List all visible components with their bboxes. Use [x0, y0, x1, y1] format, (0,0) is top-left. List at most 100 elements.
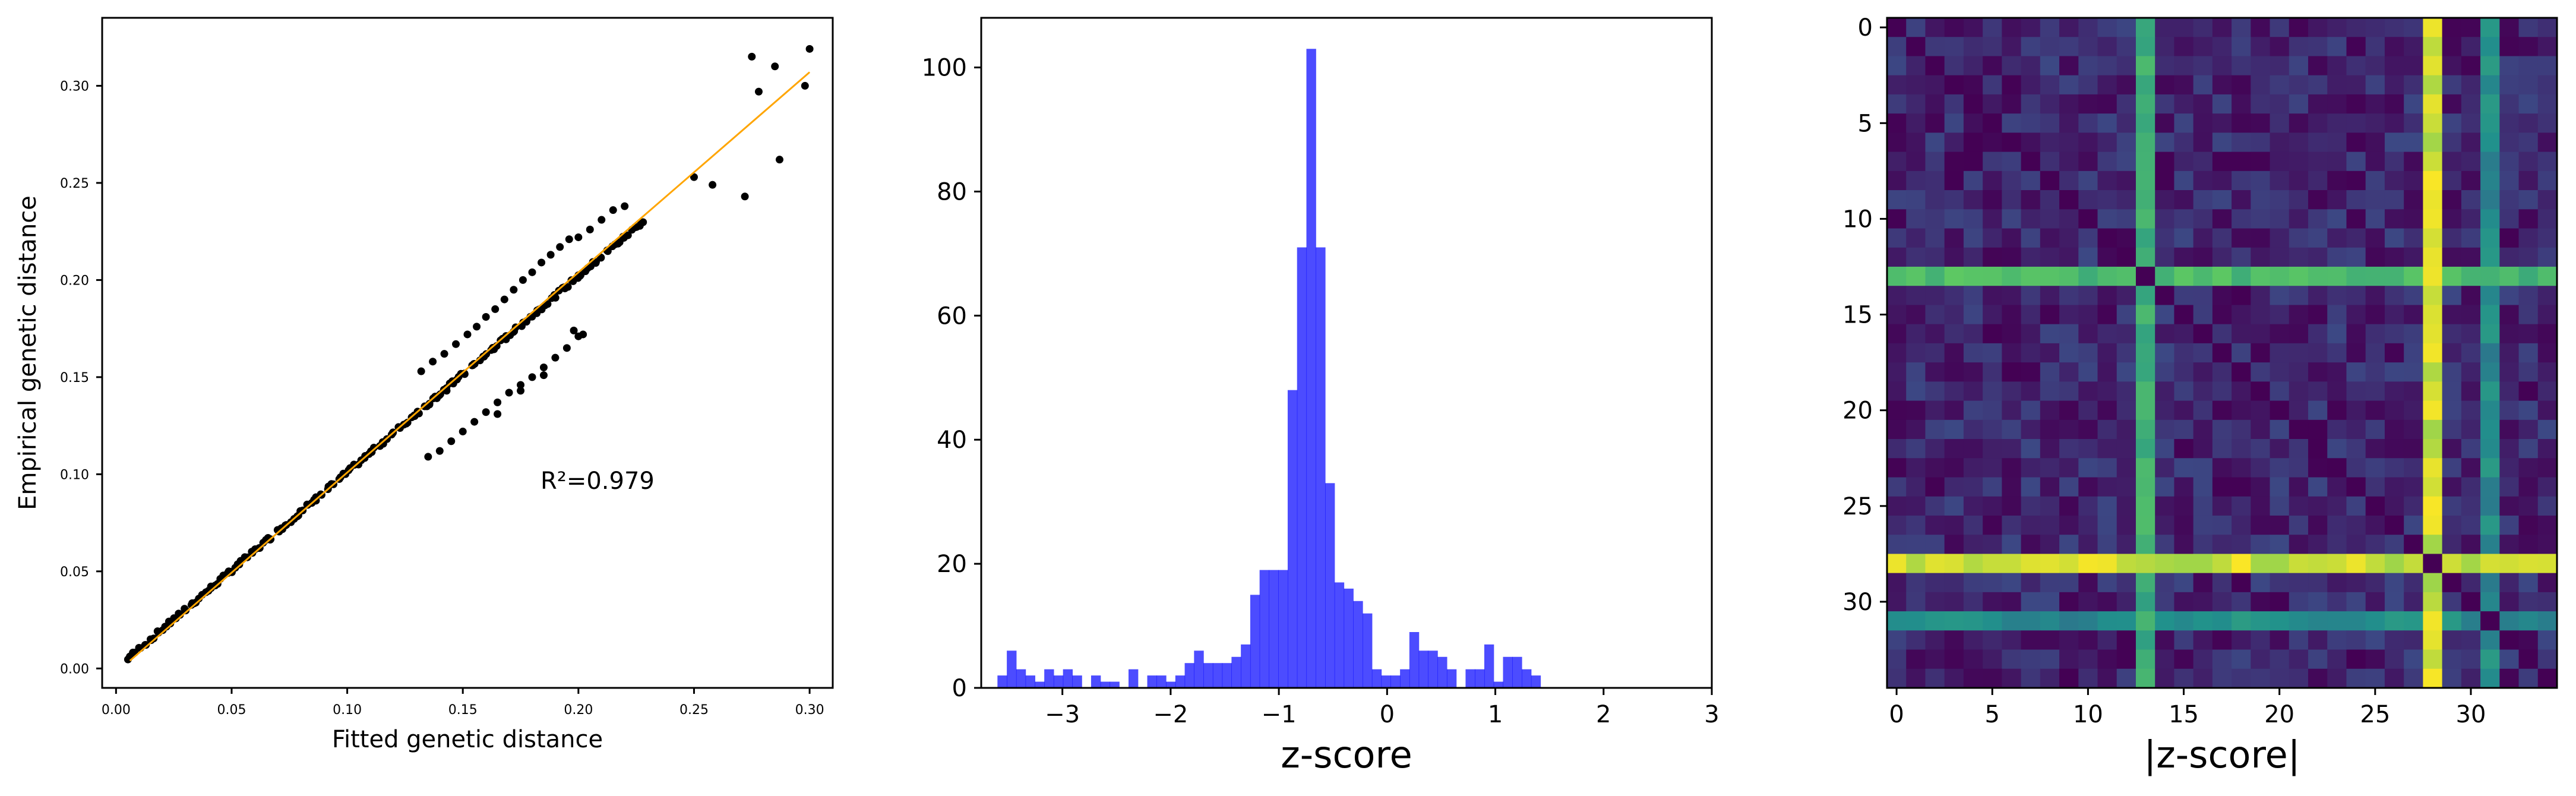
heatmap-cell: [2404, 209, 2423, 229]
heatmap-cell: [1906, 324, 1926, 344]
heatmap-cell: [2155, 458, 2174, 478]
heatmap-cell: [2442, 75, 2462, 95]
heatmap-cell: [2174, 305, 2194, 325]
heatmap-cell: [1963, 75, 1983, 95]
heatmap-cell: [1906, 18, 1926, 37]
heatmap-cell: [2346, 209, 2366, 229]
heatmap-cell: [2212, 151, 2232, 172]
x-tick-label: 3: [1704, 701, 1719, 728]
heatmap-cell: [2327, 18, 2347, 37]
heatmap-cell: [2308, 592, 2328, 612]
heatmap-cell: [2289, 592, 2309, 612]
scatter-point: [463, 330, 472, 339]
heatmap-cell: [2499, 75, 2520, 95]
heatmap-cell: [2193, 56, 2213, 76]
heatmap-cell: [2116, 573, 2136, 593]
heatmap-cell: [2078, 592, 2098, 612]
heatmap-cell: [2212, 573, 2232, 593]
heatmap-cell: [2059, 439, 2079, 459]
heatmap-cell: [2155, 477, 2174, 497]
heatmap-cell: [2116, 343, 2136, 363]
heatmap-cell: [2193, 113, 2213, 133]
heatmap-cell: [2021, 132, 2041, 153]
heatmap-cell: [2289, 37, 2309, 56]
heatmap-cell: [2289, 228, 2309, 248]
heatmap-cell: [2384, 132, 2404, 153]
heatmap-cell: [2518, 132, 2539, 153]
heatmap-cell: [2327, 573, 2347, 593]
heatmap-cell: [2174, 592, 2194, 612]
heatmap-cell: [2078, 286, 2098, 305]
heatmap-cell: [2078, 573, 2098, 593]
heatmap-cell: [2135, 535, 2155, 554]
heatmap-cell: [2116, 649, 2136, 669]
heatmap-cell: [2002, 592, 2022, 612]
heatmap-cell: [1887, 343, 1907, 363]
heatmap-cell: [2059, 209, 2079, 229]
scatter-point: [494, 398, 502, 406]
heatmap-cell: [1983, 477, 2002, 497]
heatmap-cell: [2116, 381, 2136, 402]
heatmap-cell: [1887, 419, 1907, 440]
scatter-point: [574, 233, 583, 241]
heatmap-cell: [2480, 362, 2500, 382]
heatmap-cell: [1983, 439, 2002, 459]
heatmap-cell: [2174, 132, 2194, 153]
heatmap-cell: [2346, 535, 2366, 554]
heatmap-cell: [2116, 18, 2136, 37]
heatmap-cell: [2518, 592, 2539, 612]
heatmap-cell: [2270, 266, 2290, 286]
heatmap-cell: [2040, 535, 2060, 554]
heatmap-cell: [2059, 305, 2079, 325]
heatmap-cell: [2116, 37, 2136, 56]
heatmap-cell: [1963, 400, 1983, 421]
heatmap-cell: [1963, 573, 1983, 593]
heatmap-cell: [1906, 170, 1926, 191]
heatmap-cell: [2423, 132, 2443, 153]
heatmap-cell: [1906, 132, 1926, 153]
scatter-point: [556, 243, 564, 251]
heatmap-cell: [2232, 400, 2251, 421]
heatmap-cell: [2232, 286, 2251, 305]
heatmap-cell: [2059, 630, 2079, 650]
heatmap-cell: [2097, 515, 2117, 535]
heatmap-cell: [2251, 266, 2271, 286]
heatmap-cell: [2097, 324, 2117, 344]
heatmap-cell: [1925, 477, 1945, 497]
heatmap-cell: [2040, 515, 2060, 535]
heatmap-cell: [1944, 592, 1964, 612]
heatmap-cell: [1887, 611, 1907, 631]
heatmap-cell: [2404, 190, 2423, 210]
heatmap-cell: [2002, 649, 2022, 669]
heatmap-cell: [1963, 305, 1983, 325]
heatmap-cell: [2116, 228, 2136, 248]
heatmap-cell: [2365, 535, 2385, 554]
heatmap-cell: [2116, 56, 2136, 76]
heatmap-cell: [2002, 209, 2022, 229]
heatmap-cell: [2040, 649, 2060, 669]
heatmap-cell: [2384, 439, 2404, 459]
heatmap-cell: [2232, 305, 2251, 325]
heatmap-cell: [2423, 573, 2443, 593]
heatmap-cell: [2155, 266, 2174, 286]
heatmap-cell: [2212, 94, 2232, 114]
heatmap-cell: [2442, 170, 2462, 191]
heatmap-cell: [2384, 305, 2404, 325]
heatmap-cell: [2193, 305, 2213, 325]
heatmap-cell: [2289, 362, 2309, 382]
heatmap-cell: [2499, 611, 2520, 631]
scatter-point: [129, 649, 137, 657]
scatter-point: [637, 219, 645, 228]
heatmap-cell: [2174, 419, 2194, 440]
heatmap-cell: [2461, 305, 2481, 325]
heatmap-cell: [2384, 94, 2404, 114]
heatmap-cell: [2232, 362, 2251, 382]
heatmap-cell: [2442, 266, 2462, 286]
heatmap-cell: [2251, 381, 2271, 402]
heatmap-cell: [2346, 630, 2366, 650]
heatmap-cell: [1925, 94, 1945, 114]
heatmap-cell: [2116, 266, 2136, 286]
heatmap-cell: [2059, 56, 2079, 76]
heatmap-cell: [2308, 515, 2328, 535]
heatmap-cell: [2270, 190, 2290, 210]
